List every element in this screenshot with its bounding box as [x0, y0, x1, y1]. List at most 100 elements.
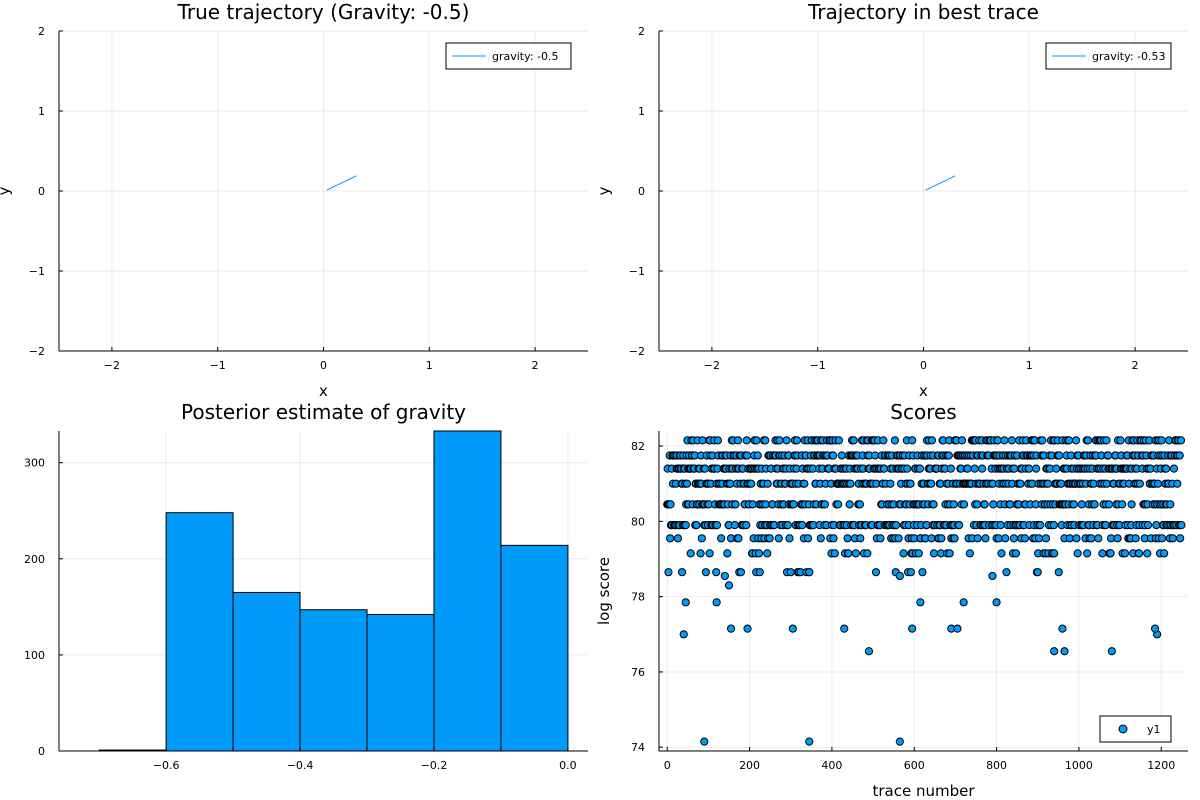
y-tick-label: −1	[29, 265, 45, 278]
y-tick-label: 200	[24, 553, 45, 566]
series-line	[925, 175, 956, 191]
scatter-point	[723, 549, 732, 558]
scatter-point	[834, 436, 844, 445]
scatter-point	[789, 500, 798, 509]
scatter-point	[743, 624, 752, 633]
scatter-point	[945, 549, 954, 558]
scatter-point	[1072, 534, 1081, 543]
scatter-point	[1143, 521, 1153, 530]
scatter-point	[731, 500, 740, 509]
scatter-point	[1009, 534, 1018, 543]
scatter-point	[1134, 549, 1144, 558]
scatter-point	[1153, 479, 1163, 488]
scatter-point	[782, 436, 791, 445]
scatter-point	[978, 464, 987, 473]
scatter-point	[1173, 479, 1182, 488]
scatter-point	[816, 534, 825, 543]
chart-title: True trajectory (Gravity: -0.5)	[177, 0, 470, 24]
y-tick-label: 1	[638, 105, 645, 118]
scatter-point	[753, 451, 762, 460]
y-tick-label: 100	[24, 649, 45, 662]
histogram-bar	[299, 609, 368, 752]
scatter-point	[754, 549, 764, 558]
scatter-point	[705, 549, 714, 558]
scatter-point	[1083, 549, 1092, 558]
x-tick-label: 1	[426, 359, 433, 372]
scatter-point	[1087, 534, 1096, 543]
scatter-point	[903, 464, 912, 473]
scatter-point	[792, 436, 802, 445]
scatter-point	[720, 571, 729, 581]
scatter-point	[712, 521, 722, 530]
scatter-point	[1011, 549, 1021, 558]
series-line	[326, 175, 357, 191]
x-axis-label: x	[319, 382, 328, 400]
scatter-point	[963, 464, 972, 473]
scatter-point	[1071, 436, 1081, 445]
scatter-point	[894, 534, 903, 543]
scatter-point	[992, 598, 1001, 607]
x-tick-label: 800	[986, 759, 1007, 772]
scatter-point	[973, 534, 982, 543]
scatter-point	[1036, 521, 1045, 530]
scatter-point	[886, 479, 895, 488]
x-tick-label: 1200	[1147, 759, 1175, 772]
scatter-point	[929, 500, 938, 509]
scatter-point	[953, 624, 962, 633]
scatter-point	[1001, 534, 1010, 543]
legend: gravity: -0.5	[445, 42, 572, 70]
chart-title: Scores	[890, 400, 956, 424]
y-axis-label: log score	[595, 557, 613, 625]
scatter-point	[763, 479, 772, 488]
scatter-point	[1000, 436, 1009, 445]
scatter-point	[830, 549, 839, 558]
scatter-point	[713, 436, 722, 445]
y-tick-label: 2	[38, 25, 45, 38]
scatter-point	[918, 568, 927, 577]
scatter-point	[1007, 436, 1016, 445]
histogram-bar	[500, 544, 569, 752]
x-tick-label: 600	[904, 759, 925, 772]
x-tick-label: 2	[1132, 359, 1139, 372]
y-tick-label: 74	[631, 741, 645, 754]
scatter-point	[666, 500, 675, 509]
scatter-point	[1002, 568, 1011, 577]
scatter-point	[726, 624, 736, 633]
scatter-point	[1157, 534, 1167, 543]
scatter-point	[856, 534, 865, 543]
x-tick-label: 2	[532, 359, 539, 372]
scatter-point	[733, 436, 743, 445]
scatter-point	[1038, 436, 1047, 445]
scatter-point	[805, 737, 814, 746]
scatter-point	[829, 451, 838, 460]
y-tick-label: 1	[38, 105, 45, 118]
scatter-point	[692, 521, 701, 530]
y-tick-label: 2	[638, 25, 645, 38]
x-tick-label: 200	[739, 759, 760, 772]
scatter-point	[1160, 549, 1169, 558]
scatter-point	[955, 521, 964, 530]
scatter-point	[681, 598, 690, 607]
scatter-point	[800, 479, 809, 488]
scatter-point	[1176, 534, 1185, 543]
scatter-point	[843, 534, 852, 543]
scatter-point	[700, 737, 709, 746]
scatter-point	[681, 521, 690, 530]
scatter-point	[1116, 436, 1125, 445]
scatter-point	[1150, 624, 1160, 633]
scatter-point	[1166, 500, 1175, 509]
scatter-point	[1077, 500, 1086, 509]
scatter-point	[712, 568, 721, 577]
x-tick-label: −0.4	[287, 759, 314, 772]
scatter-point	[997, 549, 1006, 558]
scatter-point	[937, 534, 946, 543]
scatter-point	[1031, 464, 1041, 473]
scatter-point	[1131, 534, 1140, 543]
scatter-point	[755, 568, 764, 577]
y-tick-label: 0	[38, 745, 45, 758]
scatter-point	[1043, 479, 1053, 488]
scatter-point	[798, 521, 807, 530]
scatter-point	[1106, 549, 1115, 558]
scatter-point	[916, 598, 925, 607]
scatter-point	[682, 479, 692, 488]
